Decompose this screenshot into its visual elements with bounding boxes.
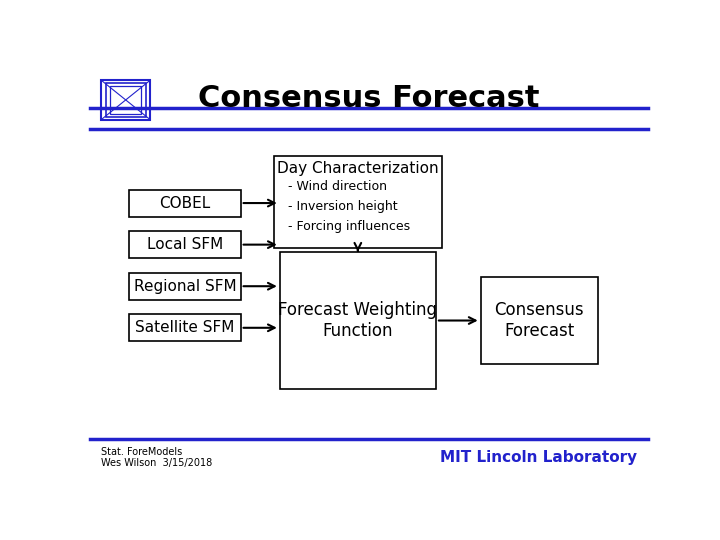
Text: Forecast Weighting
Function: Forecast Weighting Function bbox=[279, 301, 437, 340]
Text: Wes Wilson  3/15/2018: Wes Wilson 3/15/2018 bbox=[101, 458, 212, 468]
FancyBboxPatch shape bbox=[129, 314, 240, 341]
Text: Regional SFM: Regional SFM bbox=[133, 279, 236, 294]
Text: MIT Lincoln Laboratory: MIT Lincoln Laboratory bbox=[440, 450, 637, 465]
Text: - Inversion height: - Inversion height bbox=[288, 200, 397, 213]
Text: Consensus Forecast: Consensus Forecast bbox=[198, 84, 540, 113]
Text: Satellite SFM: Satellite SFM bbox=[135, 320, 235, 335]
FancyBboxPatch shape bbox=[280, 252, 436, 389]
FancyBboxPatch shape bbox=[129, 190, 240, 217]
FancyBboxPatch shape bbox=[274, 156, 441, 248]
Text: Local SFM: Local SFM bbox=[147, 237, 223, 252]
Text: - Forcing influences: - Forcing influences bbox=[288, 220, 410, 233]
Text: Consensus
Forecast: Consensus Forecast bbox=[495, 301, 584, 340]
FancyBboxPatch shape bbox=[129, 273, 240, 300]
Text: Day Characterization: Day Characterization bbox=[277, 161, 438, 176]
Text: COBEL: COBEL bbox=[159, 195, 210, 211]
FancyBboxPatch shape bbox=[129, 231, 240, 258]
Text: Stat. ForeModels: Stat. ForeModels bbox=[101, 447, 182, 457]
FancyBboxPatch shape bbox=[481, 277, 598, 364]
Text: - Wind direction: - Wind direction bbox=[288, 180, 387, 193]
